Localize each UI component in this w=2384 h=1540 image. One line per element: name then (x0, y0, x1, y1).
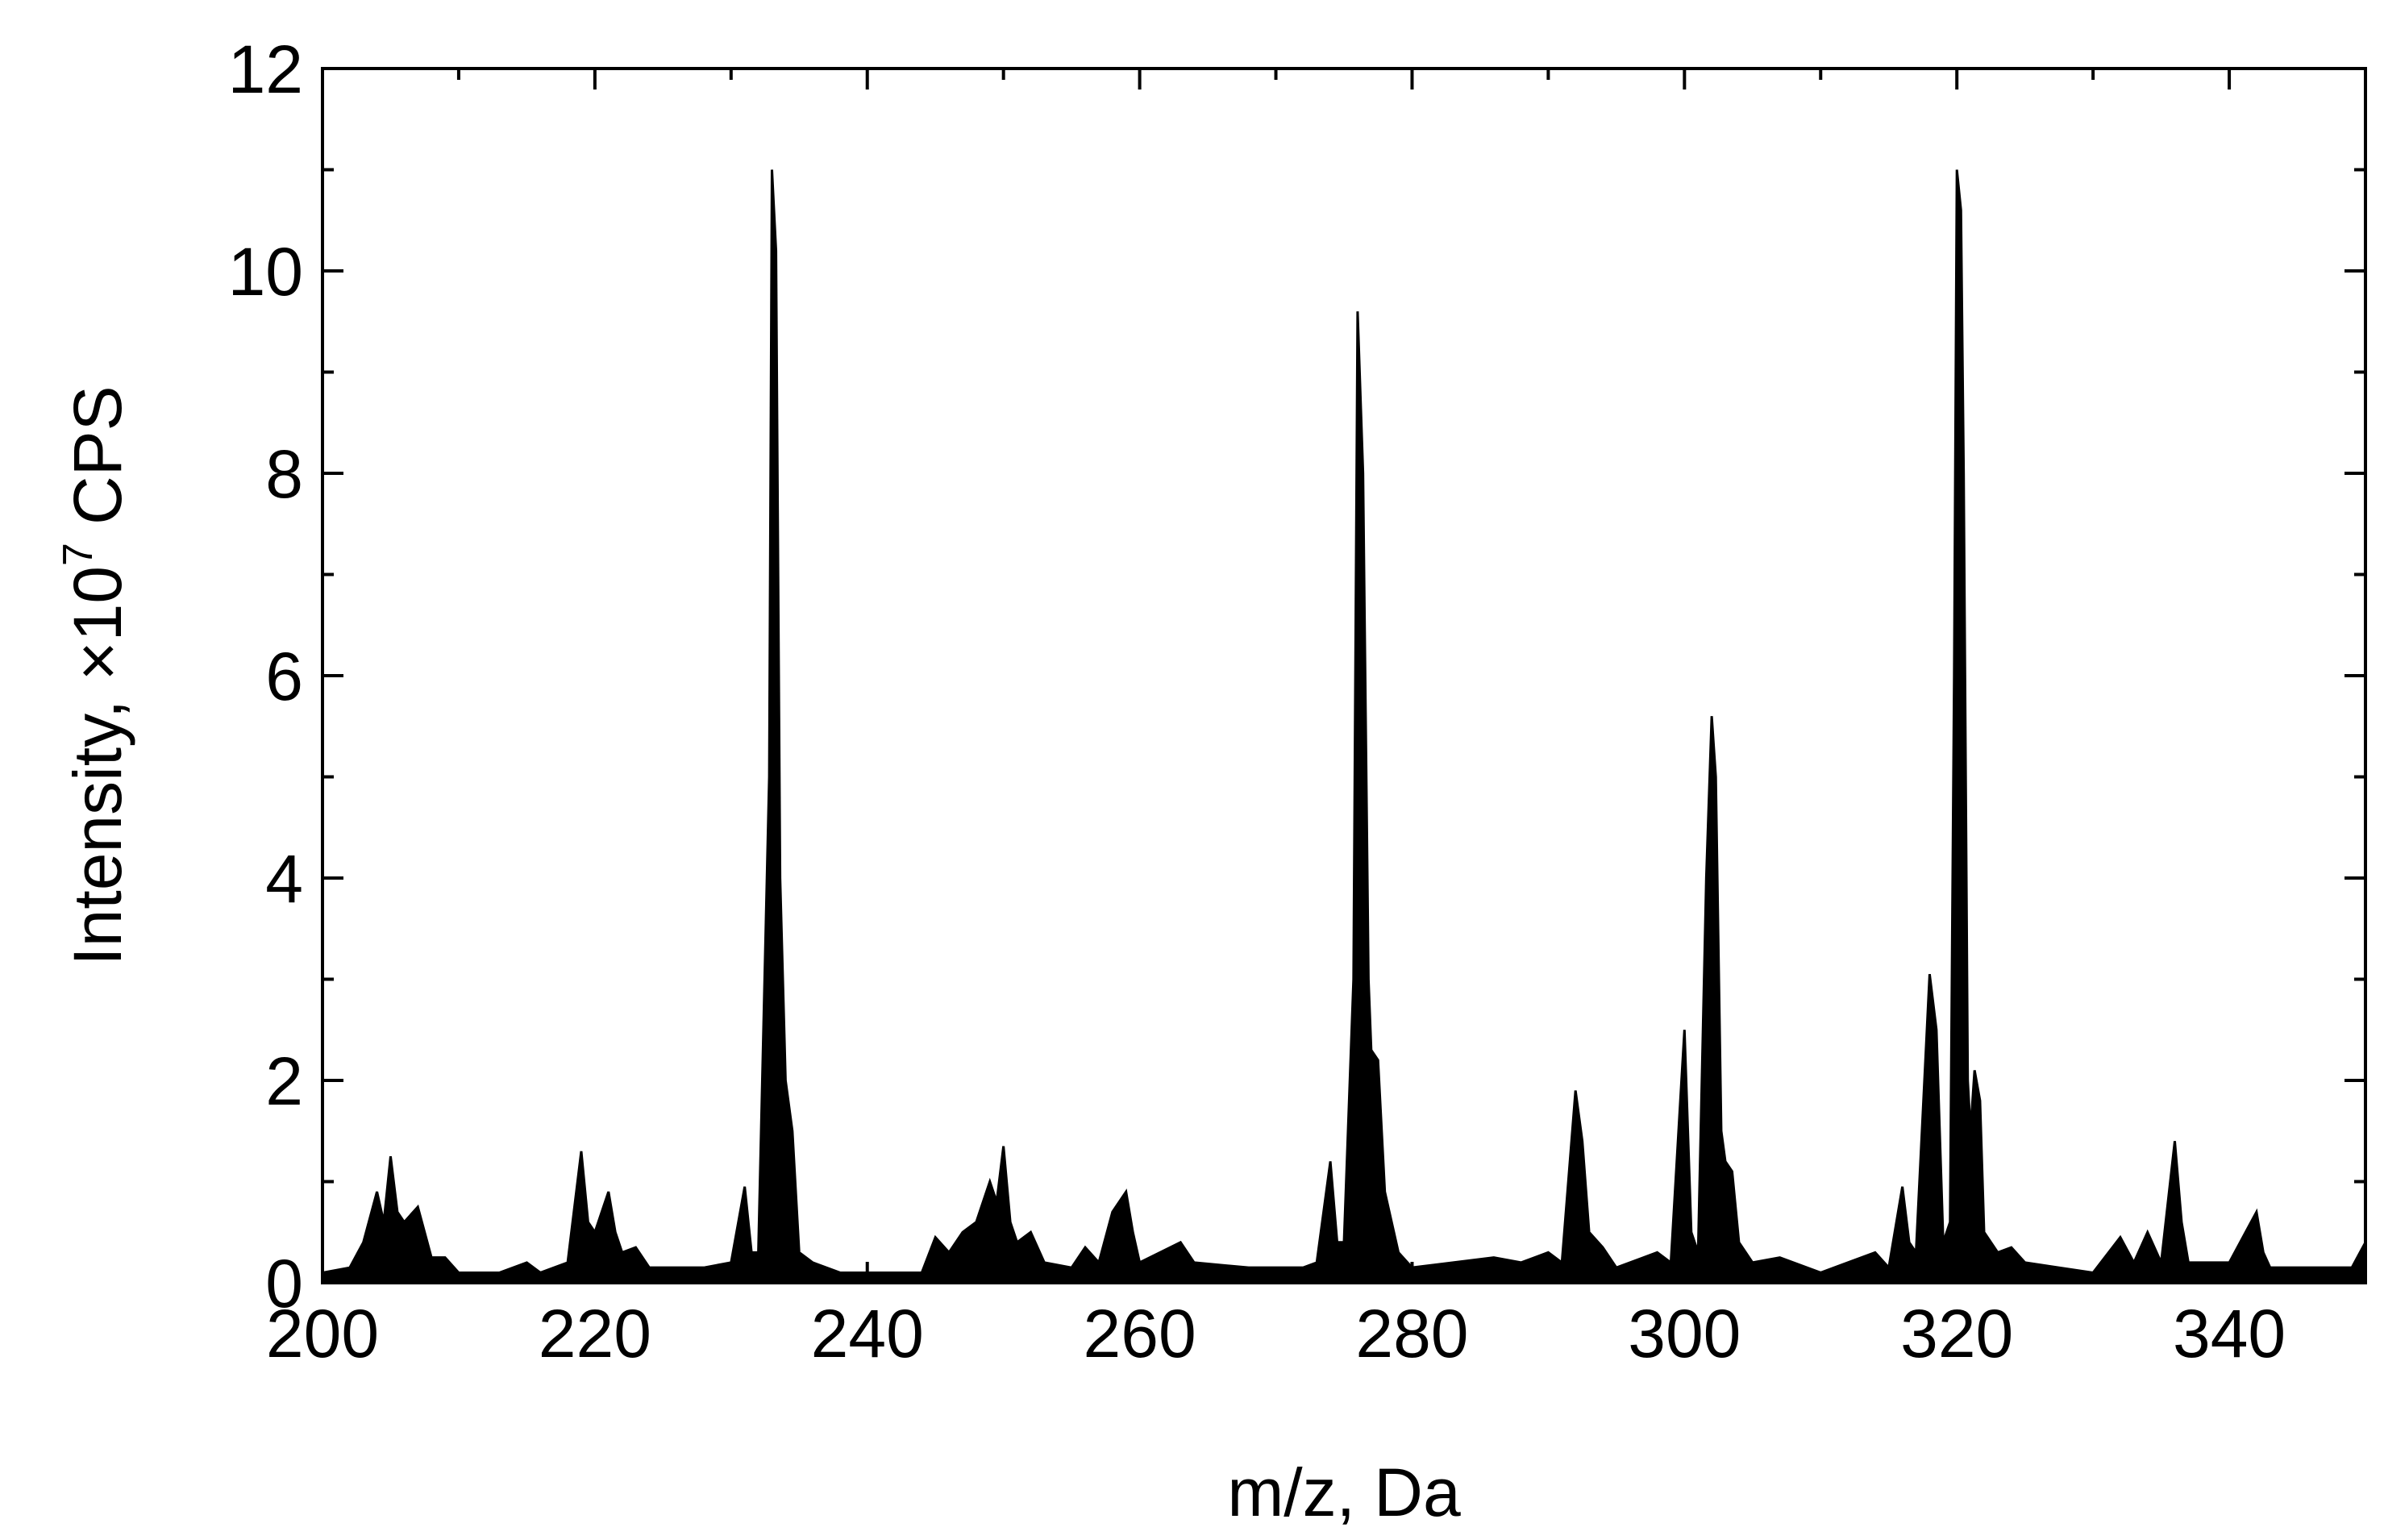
y-tick-label: 12 (228, 31, 303, 107)
y-tick-label: 0 (265, 1246, 303, 1321)
y-axis-label-unit: CPS (60, 385, 135, 525)
x-tick-label: 280 (1355, 1296, 1468, 1371)
x-tick-label: 340 (2173, 1296, 2286, 1371)
y-tick-label: 6 (265, 639, 303, 714)
x-tick-label: 320 (1900, 1296, 2013, 1371)
y-tick-label: 10 (228, 234, 303, 310)
spectrum (321, 169, 2367, 1284)
y-tick-label: 4 (265, 841, 303, 917)
x-tick-label: 220 (539, 1296, 651, 1371)
y-tick-label: 8 (265, 436, 303, 512)
y-axis-label-text: Intensity, ×10 (60, 566, 135, 966)
y-tick-label: 2 (265, 1043, 303, 1119)
x-tick-label: 260 (1084, 1296, 1196, 1371)
x-tick-label: 300 (1628, 1296, 1741, 1371)
y-axis-label-exponent: 7 (55, 543, 102, 566)
y-axis-label: Intensity, ×107 CPS (55, 385, 135, 965)
x-tick-label: 200 (266, 1296, 379, 1371)
x-axis-label: m/z, Da (1227, 1455, 1461, 1530)
x-tick-label: 240 (811, 1296, 924, 1371)
